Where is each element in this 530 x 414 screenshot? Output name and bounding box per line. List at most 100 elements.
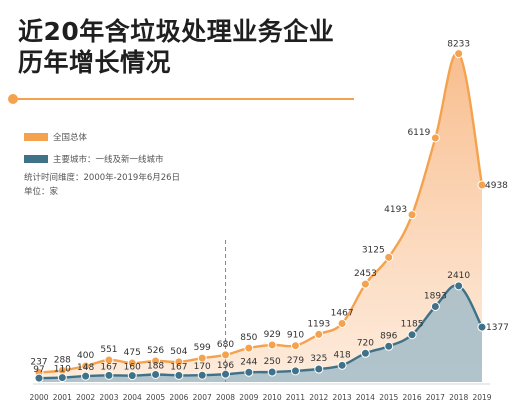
point-national-2014	[360, 279, 370, 289]
data-label-major-cities-2011: 279	[287, 356, 304, 366]
area-major-cities	[39, 285, 482, 382]
data-label-major-cities-2017: 1893	[424, 291, 447, 301]
data-label-major-cities-2001: 110	[54, 365, 71, 375]
point-national-2019	[477, 180, 487, 190]
x-tick-label-2016: 2016	[403, 393, 422, 402]
point-national-2006	[174, 357, 184, 367]
data-label-national-2011: 910	[287, 331, 304, 341]
point-major-cities-2015	[384, 341, 394, 351]
point-national-2003	[104, 355, 114, 365]
point-national-2002	[81, 361, 91, 371]
point-national-2011	[290, 341, 300, 351]
x-tick-label-2005: 2005	[146, 393, 165, 402]
point-national-2008	[221, 350, 231, 360]
x-tick-label-2013: 2013	[333, 393, 352, 402]
x-tick-label-2017: 2017	[426, 393, 445, 402]
data-label-national-2001: 288	[54, 356, 71, 366]
data-label-national-2009: 850	[240, 333, 257, 343]
point-major-cities-2007	[197, 370, 207, 380]
data-label-national-2007: 599	[194, 343, 211, 353]
data-label-national-2017: 6119	[407, 128, 430, 138]
data-label-national-2019: 4938	[485, 181, 508, 191]
point-national-2010	[267, 340, 277, 350]
point-national-2009	[244, 343, 254, 353]
data-label-major-cities-2015: 896	[380, 331, 397, 341]
x-tick-label-2014: 2014	[356, 393, 375, 402]
data-label-major-cities-2009: 244	[240, 357, 257, 367]
data-label-major-cities-2000: 97	[33, 365, 44, 375]
legend-item-national: 全国总体	[24, 131, 87, 143]
x-tick-label-2010: 2010	[263, 393, 282, 402]
point-national-2005	[151, 356, 161, 366]
x-tick-label-2007: 2007	[193, 393, 212, 402]
chart-title-line2: 历年增长情况	[18, 48, 172, 77]
data-label-major-cities-2019: 1377	[486, 323, 509, 333]
point-major-cities-2000	[34, 373, 44, 383]
x-tick-label-2001: 2001	[53, 393, 72, 402]
data-label-major-cities-2008: 196	[217, 361, 234, 371]
point-major-cities-2014	[360, 348, 370, 358]
data-label-national-2008: 680	[217, 340, 234, 350]
x-tick-label-2011: 2011	[286, 393, 305, 402]
point-major-cities-2005	[151, 370, 161, 380]
x-tick-label-2018: 2018	[449, 393, 468, 402]
title-underline	[10, 98, 354, 100]
data-label-national-2002: 400	[77, 351, 94, 361]
x-tick-label-2009: 2009	[239, 393, 258, 402]
point-national-2016	[407, 210, 417, 220]
x-tick-label-2000: 2000	[29, 393, 48, 402]
data-label-major-cities-2005: 188	[147, 362, 164, 372]
point-major-cities-2009	[244, 367, 254, 377]
data-label-major-cities-2010: 250	[264, 357, 281, 367]
x-tick-label-2002: 2002	[76, 393, 95, 402]
data-label-national-2005: 526	[147, 346, 164, 356]
legend-swatch-national	[24, 133, 48, 141]
data-label-national-2014: 2453	[354, 269, 377, 279]
chart-title: 近20年含垃圾处理业务企业 历年增长情况	[18, 16, 418, 78]
data-label-major-cities-2016: 1185	[401, 320, 424, 330]
data-label-major-cities-2013: 418	[334, 350, 351, 360]
data-label-major-cities-2006: 167	[170, 362, 187, 372]
area-national	[39, 52, 482, 382]
legend-swatch-major-cities	[24, 155, 48, 163]
point-national-2017	[430, 133, 440, 143]
data-label-major-cities-2007: 170	[194, 362, 211, 372]
x-tick-label-2003: 2003	[99, 393, 118, 402]
point-national-2012	[314, 329, 324, 339]
x-tick-label-2004: 2004	[123, 393, 142, 402]
data-label-major-cities-2004: 160	[124, 363, 141, 373]
x-tick-label-2015: 2015	[379, 393, 398, 402]
data-label-national-2016: 4193	[384, 205, 407, 215]
point-major-cities-2017	[430, 301, 440, 311]
data-label-major-cities-2003: 167	[100, 362, 117, 372]
chart-title-line1: 近20年含垃圾处理业务企业	[18, 17, 335, 46]
data-label-national-2003: 551	[100, 345, 117, 355]
data-label-national-2006: 504	[170, 347, 187, 357]
data-label-national-2000: 237	[30, 358, 47, 368]
point-major-cities-2004	[127, 371, 137, 381]
point-national-2007	[197, 353, 207, 363]
x-tick-label-2008: 2008	[216, 393, 235, 402]
point-major-cities-2019	[477, 322, 487, 332]
x-tick-label-2006: 2006	[169, 393, 188, 402]
point-major-cities-2002	[81, 371, 91, 381]
point-major-cities-2008	[221, 369, 231, 379]
x-tick-label-2012: 2012	[309, 393, 328, 402]
point-national-2013	[337, 318, 347, 328]
data-label-national-2010: 929	[264, 330, 281, 340]
point-major-cities-2010	[267, 367, 277, 377]
data-label-national-2012: 1193	[307, 319, 330, 329]
title-underline-dot	[8, 94, 18, 104]
data-label-major-cities-2002: 148	[77, 363, 94, 373]
data-label-national-2015: 3125	[362, 245, 385, 255]
point-national-2018	[454, 49, 464, 59]
point-major-cities-2001	[57, 373, 67, 383]
data-label-national-2004: 475	[124, 348, 141, 358]
data-label-major-cities-2012: 325	[310, 354, 327, 364]
note-unit: 单位：家	[24, 187, 59, 197]
point-major-cities-2012	[314, 364, 324, 374]
point-national-2004	[127, 358, 137, 368]
data-label-major-cities-2018: 2410	[447, 271, 470, 281]
point-major-cities-2018	[454, 281, 464, 291]
